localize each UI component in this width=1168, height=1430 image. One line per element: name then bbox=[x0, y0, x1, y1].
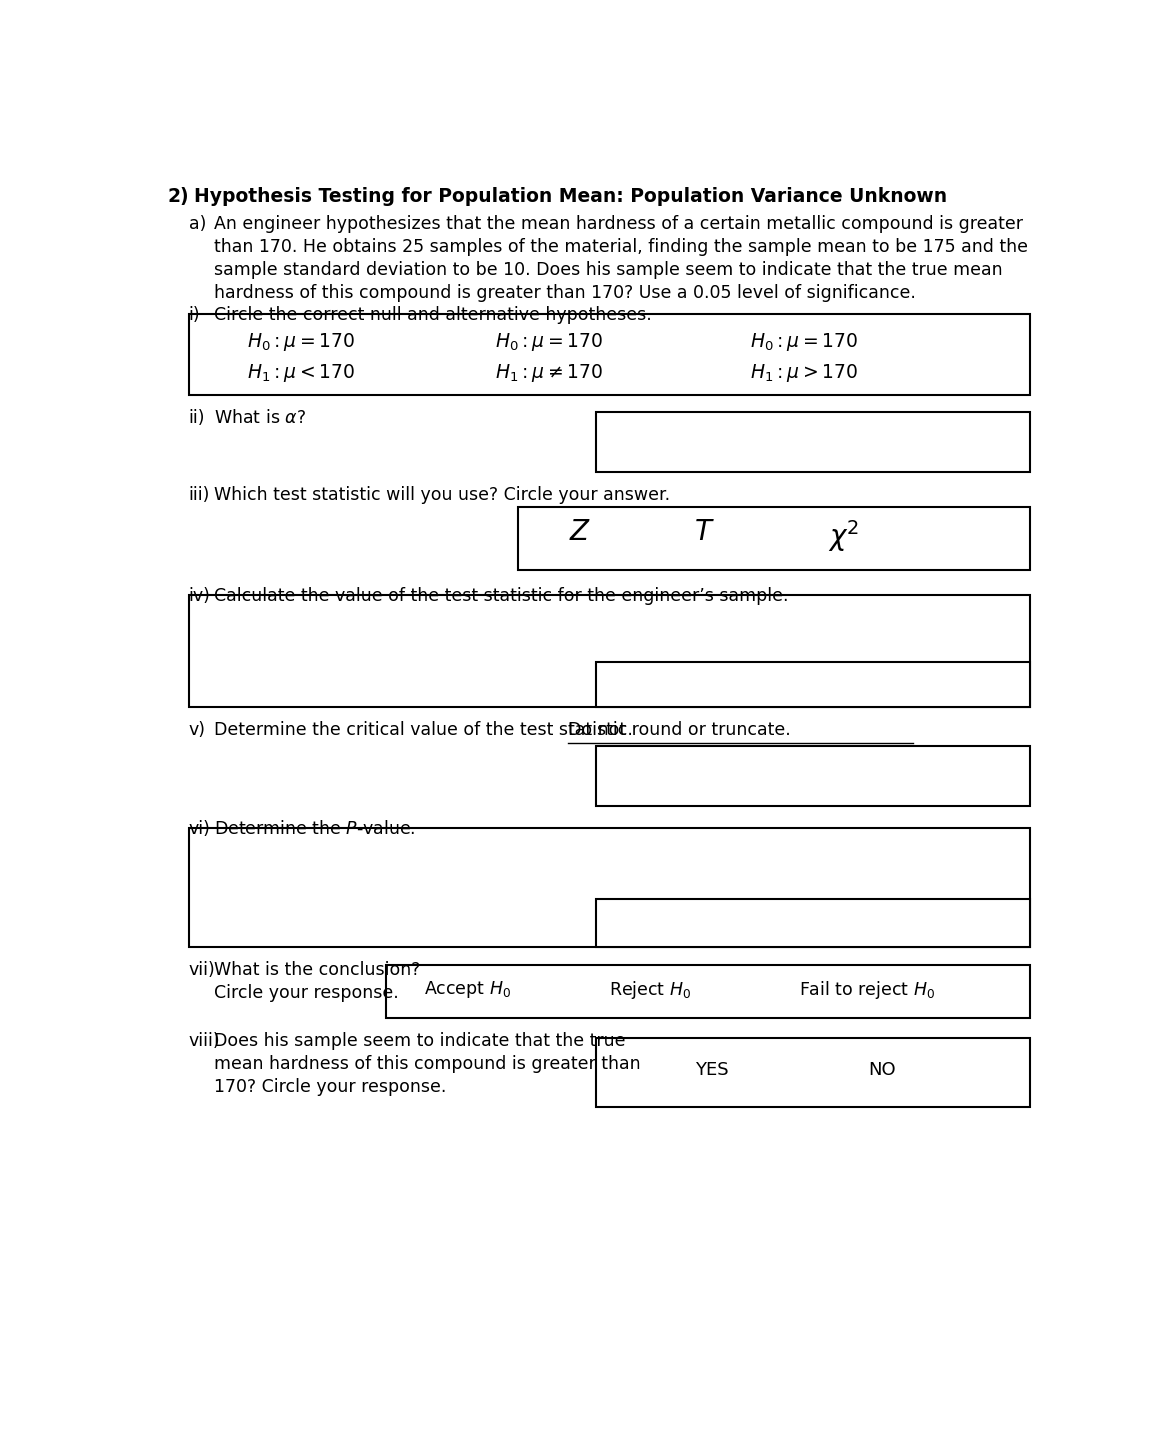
Text: An engineer hypothesizes that the mean hardness of a certain metallic compound i: An engineer hypothesizes that the mean h… bbox=[214, 216, 1023, 233]
Text: Do not round or truncate.: Do not round or truncate. bbox=[568, 721, 791, 739]
Text: Reject $H_0$: Reject $H_0$ bbox=[609, 980, 690, 1001]
Text: i): i) bbox=[188, 306, 200, 325]
Text: $H_1 : \mu > 170$: $H_1 : \mu > 170$ bbox=[751, 362, 858, 383]
Text: $H_0 : \mu = 170$: $H_0 : \mu = 170$ bbox=[495, 330, 603, 353]
Text: Does his sample seem to indicate that the true: Does his sample seem to indicate that th… bbox=[214, 1031, 626, 1050]
Text: a): a) bbox=[188, 216, 206, 233]
Bar bbox=[188, 595, 1029, 706]
Bar bbox=[596, 899, 1029, 947]
Text: Hypothesis Testing for Population Mean: Population Variance Unknown: Hypothesis Testing for Population Mean: … bbox=[194, 187, 947, 206]
Text: viii): viii) bbox=[188, 1031, 221, 1050]
Bar bbox=[596, 746, 1029, 807]
Text: $\chi^2$: $\chi^2$ bbox=[828, 518, 860, 553]
Text: $H_0 : \mu = 170$: $H_0 : \mu = 170$ bbox=[751, 330, 858, 353]
Text: $H_0 : \mu = 170$: $H_0 : \mu = 170$ bbox=[246, 330, 355, 353]
Text: than 170. He obtains 25 samples of the material, finding the sample mean to be 1: than 170. He obtains 25 samples of the m… bbox=[214, 239, 1028, 256]
Text: YES: YES bbox=[695, 1061, 729, 1080]
Text: Calculate the value of the test statistic for the engineer’s sample.: Calculate the value of the test statisti… bbox=[214, 588, 788, 605]
Text: 170? Circle your response.: 170? Circle your response. bbox=[214, 1078, 446, 1095]
Text: iii): iii) bbox=[188, 486, 210, 503]
Text: sample standard deviation to be 10. Does his sample seem to indicate that the tr: sample standard deviation to be 10. Does… bbox=[214, 260, 1003, 279]
Bar bbox=[517, 508, 1029, 571]
Text: mean hardness of this compound is greater than: mean hardness of this compound is greate… bbox=[214, 1055, 641, 1072]
Bar bbox=[387, 965, 1029, 1018]
Text: NO: NO bbox=[869, 1061, 896, 1080]
Text: Determine the critical value of the test statistic.: Determine the critical value of the test… bbox=[214, 721, 639, 739]
Bar bbox=[188, 828, 1029, 947]
Text: Accept $H_0$: Accept $H_0$ bbox=[424, 980, 512, 1001]
Text: Circle your response.: Circle your response. bbox=[214, 984, 399, 1002]
Text: ii): ii) bbox=[188, 409, 206, 426]
Text: vii): vii) bbox=[188, 961, 215, 980]
Bar bbox=[188, 315, 1029, 395]
Text: What is $\alpha$?: What is $\alpha$? bbox=[214, 409, 306, 426]
Text: v): v) bbox=[188, 721, 206, 739]
Text: Fail to reject $H_0$: Fail to reject $H_0$ bbox=[799, 980, 934, 1001]
Text: $T$: $T$ bbox=[694, 518, 715, 546]
Text: iv): iv) bbox=[188, 588, 210, 605]
Text: What is the conclusion?: What is the conclusion? bbox=[214, 961, 420, 980]
Bar bbox=[596, 1038, 1029, 1107]
Text: Determine the $P$-value.: Determine the $P$-value. bbox=[214, 819, 416, 838]
Text: 2): 2) bbox=[168, 187, 189, 206]
Text: $H_1 : \mu < 170$: $H_1 : \mu < 170$ bbox=[246, 362, 355, 383]
Text: vi): vi) bbox=[188, 819, 210, 838]
Text: Which test statistic will you use? Circle your answer.: Which test statistic will you use? Circl… bbox=[214, 486, 670, 503]
Bar bbox=[596, 662, 1029, 706]
Text: hardness of this compound is greater than 170? Use a 0.05 level of significance.: hardness of this compound is greater tha… bbox=[214, 283, 916, 302]
Bar bbox=[596, 412, 1029, 472]
Text: $Z$: $Z$ bbox=[569, 518, 591, 546]
Text: Circle the correct null and alternative hypotheses.: Circle the correct null and alternative … bbox=[214, 306, 652, 325]
Text: $H_1 : \mu \neq 170$: $H_1 : \mu \neq 170$ bbox=[495, 362, 603, 383]
